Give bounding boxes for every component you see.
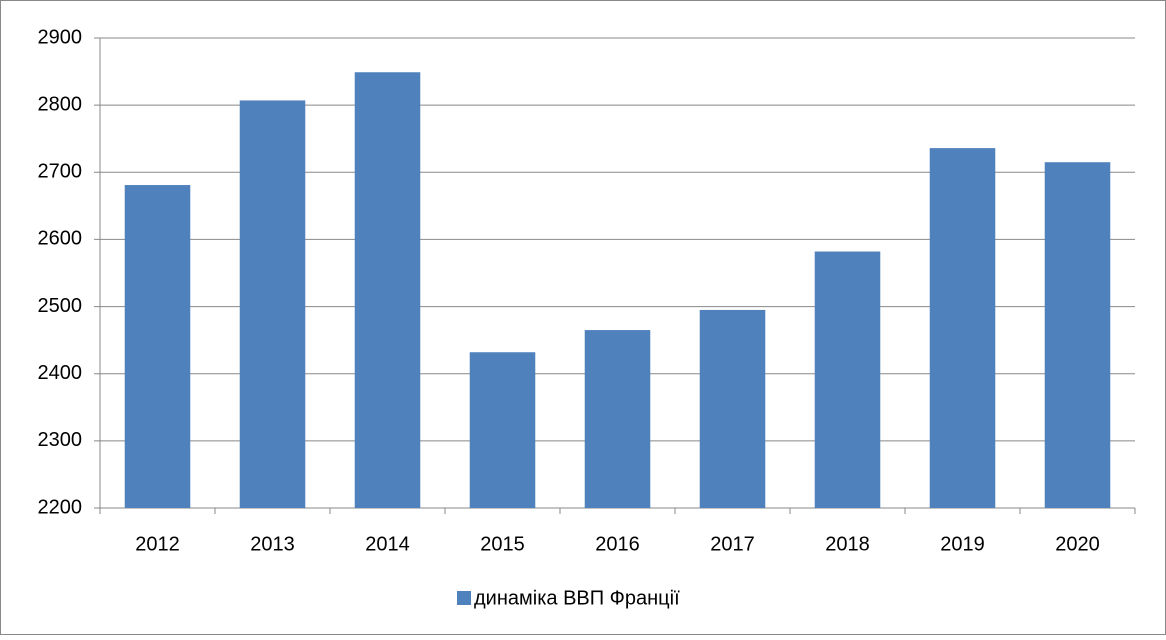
x-tick-label: 2020 bbox=[1055, 533, 1100, 555]
bar bbox=[354, 72, 421, 508]
legend-label: динаміка ВВП Франції bbox=[474, 587, 680, 609]
y-tick-label: 2400 bbox=[38, 362, 83, 384]
bar bbox=[239, 100, 306, 508]
x-tick-label: 2014 bbox=[365, 533, 410, 555]
y-tick-label: 2300 bbox=[38, 429, 83, 451]
y-tick-label: 2900 bbox=[38, 26, 83, 48]
bar bbox=[124, 185, 191, 509]
x-tick-label: 2015 bbox=[480, 533, 525, 555]
bar bbox=[469, 352, 536, 508]
y-tick-label: 2200 bbox=[38, 496, 83, 518]
x-tick-label: 2017 bbox=[710, 533, 755, 555]
x-tick-label: 2013 bbox=[250, 533, 295, 555]
legend-swatch bbox=[457, 591, 471, 605]
y-tick-label: 2500 bbox=[38, 295, 83, 317]
x-tick-label: 2019 bbox=[940, 533, 985, 555]
bar bbox=[1044, 162, 1111, 508]
bar bbox=[699, 309, 766, 508]
x-tick-label: 2018 bbox=[825, 533, 870, 555]
x-tick-label: 2016 bbox=[595, 533, 640, 555]
bar bbox=[929, 148, 996, 508]
y-tick-label: 2800 bbox=[38, 93, 83, 115]
bar bbox=[584, 330, 651, 508]
y-tick-label: 2600 bbox=[38, 228, 83, 250]
y-tick-label: 2700 bbox=[38, 161, 83, 183]
bar bbox=[814, 251, 881, 508]
x-tick-label: 2012 bbox=[135, 533, 180, 555]
